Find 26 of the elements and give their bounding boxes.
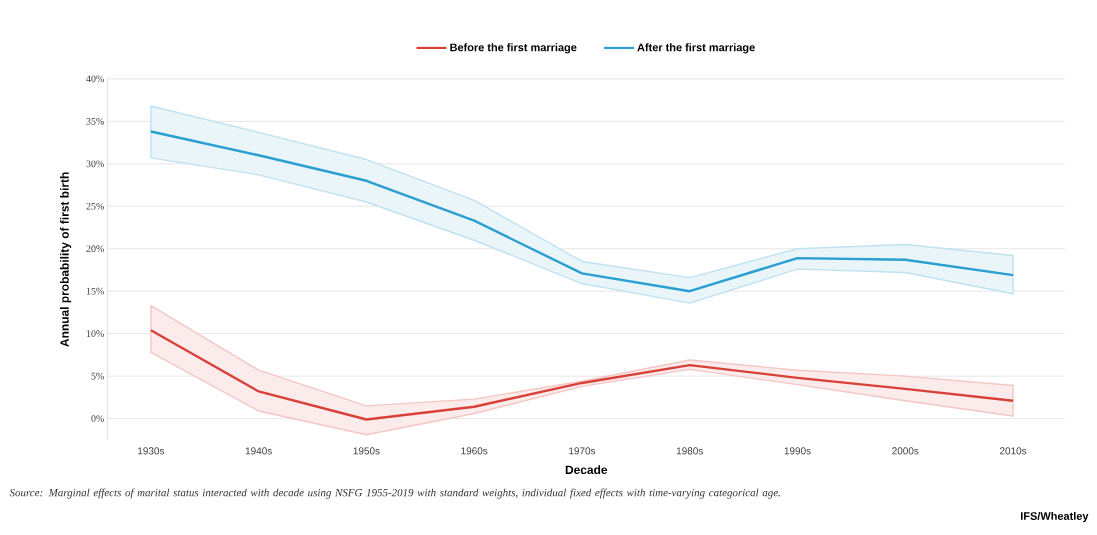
y-tick-label: 10% xyxy=(86,330,104,338)
text: IFS/Wheatley xyxy=(1021,511,1089,523)
y-tick-label: 20% xyxy=(86,245,104,253)
y-tick-label: 30% xyxy=(86,160,104,168)
x-axis-title: Decade xyxy=(565,465,608,475)
x-tick-label: 1980s xyxy=(676,447,703,455)
source-note: Source: Marginal effects of marital status interacted with decade using NSFG 1955-2019 with standard weights, individual fixed effects with time-varying categorical age. xyxy=(9,488,780,499)
legend-label: Before the first marriage xyxy=(450,43,577,54)
legend-label: After the first marriage xyxy=(637,43,755,54)
line-series xyxy=(149,130,1015,293)
x-tick-label: 1950s xyxy=(353,447,380,455)
x-tick-label: 1990s xyxy=(784,447,811,455)
x-tick-label: 2010s xyxy=(999,447,1027,455)
y-tick-label: 40% xyxy=(86,75,104,83)
y-tick-label: 35% xyxy=(86,117,104,125)
x-tick-label: 1940s xyxy=(245,447,272,455)
y-tick-label: 0% xyxy=(91,415,104,422)
y-tick-label: 25% xyxy=(86,202,104,210)
x-tick-label: 2000s xyxy=(892,447,919,455)
x-tick-label: 1930s xyxy=(138,447,165,455)
y-axis-title: Annual probability of first birth xyxy=(60,172,72,347)
x-tick-label: 1970s xyxy=(569,447,596,455)
line-series xyxy=(149,329,1015,421)
y-tick-label: 5% xyxy=(91,372,104,380)
y-tick-label: 15% xyxy=(86,287,104,295)
x-tick-label: 1960s xyxy=(461,447,488,455)
